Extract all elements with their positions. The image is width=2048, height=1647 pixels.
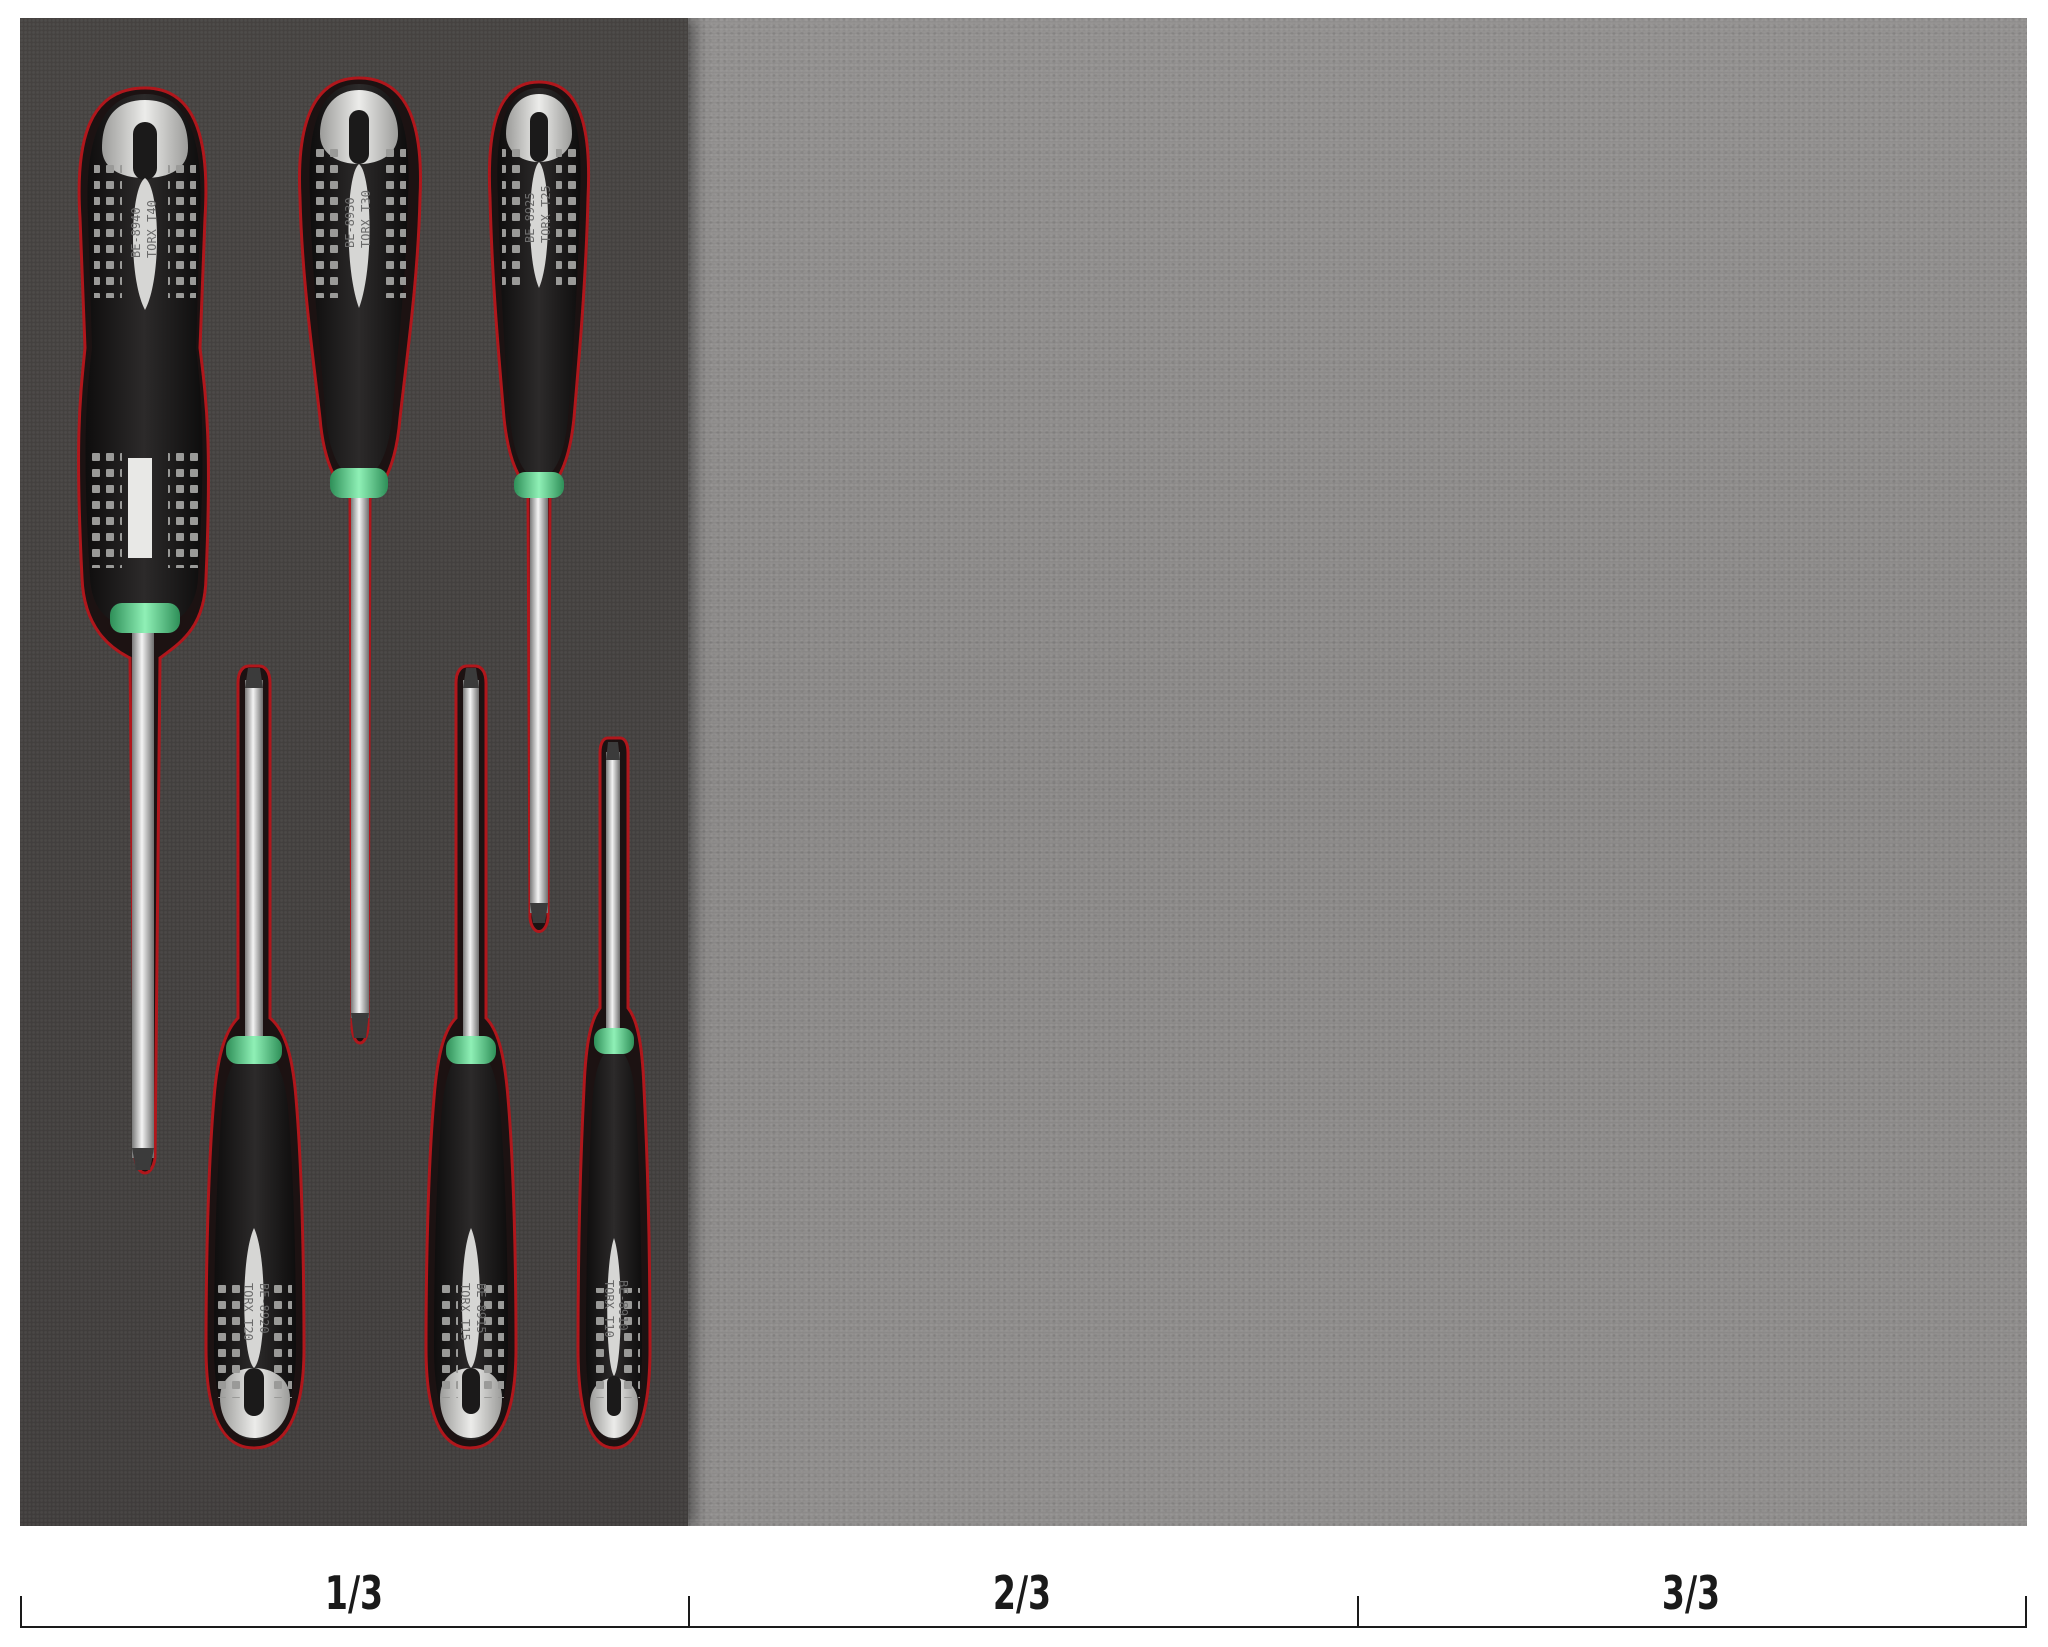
scale-label-3-3: 3/3 [1661, 1566, 1721, 1620]
tool-model-label: BE-8940 [129, 207, 143, 258]
scale-tick [688, 1596, 690, 1628]
screwdriver-t30: BE-8930 TORX T30 [298, 76, 422, 1045]
screwdriver-t20: BE-8920 TORX T20 [204, 664, 306, 1450]
screwdriver-set-illustration: BE-8940 TORX T40 BE-8930 TORX T30 [77, 76, 652, 1450]
tool-size-label: TORX T25 [539, 185, 553, 243]
screwdriver-t25: BE-8925 TORX T25 [487, 80, 591, 933]
drawer-tray: BE-8940 TORX T40 BE-8930 TORX T30 [20, 18, 2027, 1526]
tool-model-label: BE-8910 [616, 1280, 630, 1331]
tool-size-label: TORX T40 [145, 200, 159, 258]
scale-tick [1357, 1596, 1359, 1628]
scale-baseline [20, 1626, 2027, 1628]
scale-label-1-3: 1/3 [324, 1566, 384, 1620]
tool-size-label: TORX T15 [458, 1283, 472, 1341]
drawer-width-scale: 1/3 2/3 3/3 [20, 1560, 2027, 1630]
screwdriver-t15: BE-8915 TORX T15 [424, 664, 518, 1450]
tool-size-label: TORX T30 [359, 190, 373, 248]
tool-model-label: BE-8915 [474, 1283, 488, 1334]
tool-model-label: BE-8930 [343, 197, 357, 248]
tool-size-label: TORX T10 [602, 1280, 616, 1338]
foam-insert-1-3: BE-8940 TORX T40 BE-8930 TORX T30 [20, 18, 688, 1526]
screwdriver-t40: BE-8940 TORX T40 [77, 86, 210, 1175]
scale-tick [2025, 1596, 2027, 1628]
screwdriver-t10: BE-8910 TORX T10 [576, 736, 652, 1450]
tool-size-label: TORX T20 [241, 1283, 255, 1341]
tool-model-label: BE-8925 [523, 192, 537, 243]
scale-tick [20, 1596, 22, 1628]
tool-model-label: BE-8920 [257, 1283, 271, 1334]
scale-label-2-3: 2/3 [992, 1566, 1052, 1620]
